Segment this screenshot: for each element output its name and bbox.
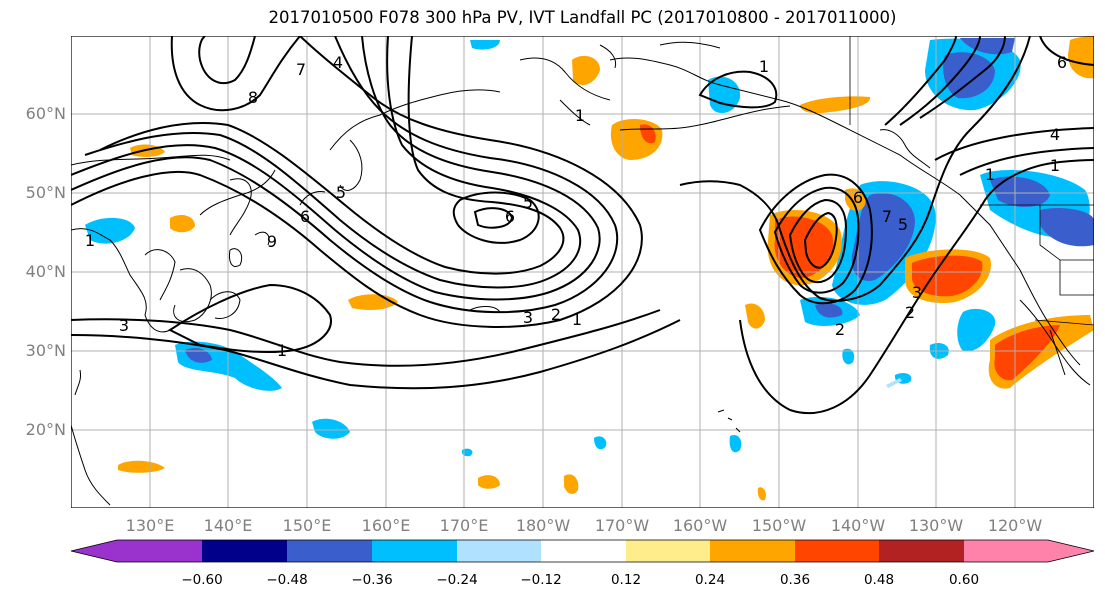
contour-label: 4 [333, 53, 343, 72]
contour-label: 2 [835, 320, 845, 339]
colorbar-segment [117, 540, 202, 562]
colorbar-segment [457, 540, 541, 562]
colorbar-segment [626, 540, 710, 562]
lat-label: 60°N [25, 104, 66, 123]
lat-label: 20°N [25, 420, 66, 439]
colorbar-tick-label: 0.36 [779, 572, 811, 588]
boundaries [849, 36, 1094, 326]
colorbar-tick-label: 0.24 [694, 572, 726, 588]
colorbar-tick-label: −0.60 [181, 572, 223, 588]
colorbar-tick-label: −0.36 [351, 572, 393, 588]
contour-label: 6 [1057, 53, 1067, 72]
contour-label: 1 [572, 310, 582, 329]
pv-contours [71, 36, 1094, 415]
lon-label: 130°E [125, 516, 175, 535]
lat-label: 50°N [25, 183, 66, 202]
contour-label: 5 [898, 215, 908, 234]
contour-label: 1 [85, 231, 95, 250]
contour-label: 4 [1050, 125, 1060, 144]
contour-label: 1 [985, 165, 995, 184]
colorbar-tick-label: 0.60 [948, 572, 980, 588]
contour-label: 2 [905, 303, 915, 322]
map-area [71, 36, 1094, 508]
colorbar-tick-label: −0.48 [266, 572, 308, 588]
map-title: 2017010500 F078 300 hPa PV, IVT Landfall… [268, 8, 897, 27]
lon-label: 120°W [987, 516, 1043, 535]
colorbar-segment [541, 540, 626, 562]
contour-label: 1 [759, 57, 769, 76]
contour-label: 1 [575, 106, 585, 125]
contour-label: 5 [523, 193, 533, 212]
contour-labels: 8 7 4 5 6 9 6 5 1 3 2 1 1 1 1 6 4 1 5 6 … [85, 53, 1067, 360]
contour-label: 5 [336, 183, 346, 202]
lon-label: 150°W [751, 516, 807, 535]
colorbar [70, 539, 1095, 563]
contour-label: 7 [882, 207, 892, 226]
contour-label: 3 [912, 283, 922, 302]
lon-label: 160°E [361, 516, 411, 535]
colorbar-tick-label: 0.48 [863, 572, 895, 588]
colorbar-segment [372, 540, 457, 562]
shading-negative [85, 38, 1094, 457]
colorbar-tick-label: 0.12 [610, 572, 642, 588]
lon-label: 170°W [594, 516, 650, 535]
contour-label: 1 [1050, 156, 1060, 175]
colorbar-segment [287, 540, 372, 562]
lat-label: 40°N [25, 262, 66, 281]
colorbar-segment [964, 540, 1048, 562]
colorbar-segment [710, 540, 795, 562]
lon-label: 140°E [203, 516, 253, 535]
contour-label: 3 [523, 308, 533, 327]
lon-label: 170°E [439, 516, 489, 535]
colorbar-segment [71, 540, 117, 562]
contour-label: 2 [551, 305, 561, 324]
colorbar-segment [1048, 540, 1094, 562]
colorbar-tick-label: −0.12 [520, 572, 562, 588]
contour-label: 6 [505, 207, 515, 226]
contour-label: 3 [119, 316, 129, 335]
contour-label: 7 [296, 60, 306, 79]
contour-label: 8 [248, 88, 258, 107]
lon-label: 130°W [908, 516, 964, 535]
coastlines [71, 41, 1091, 506]
lon-label: 180°W [515, 516, 571, 535]
contour-label: 6 [300, 207, 310, 226]
contour-label: 9 [267, 232, 277, 251]
lat-label: 30°N [25, 341, 66, 360]
contour-label: 1 [277, 341, 287, 360]
lon-label: 150°E [282, 516, 332, 535]
colorbar-segment [795, 540, 879, 562]
colorbar-segment [879, 540, 964, 562]
lon-label: 140°W [830, 516, 886, 535]
graticule [71, 36, 1094, 508]
contour-label: 6 [853, 188, 863, 207]
colorbar-tick-label: −0.24 [436, 572, 478, 588]
lon-label: 160°W [672, 516, 728, 535]
colorbar-segment [202, 540, 287, 562]
